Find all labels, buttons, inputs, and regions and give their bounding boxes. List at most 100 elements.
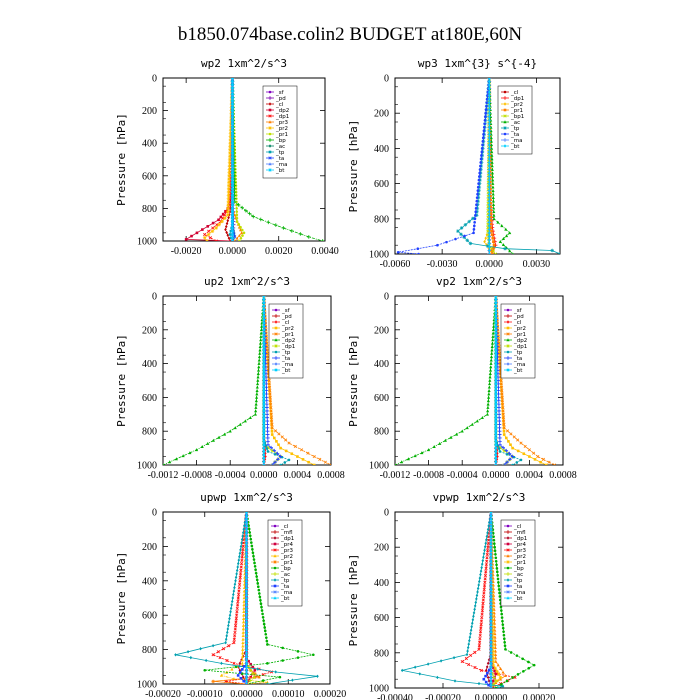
- series-point: [244, 544, 249, 548]
- series-point: [256, 368, 261, 372]
- series-point: [493, 666, 498, 671]
- y-tick-label: 1000: [137, 680, 157, 691]
- series-point: [244, 637, 249, 641]
- y-tick-label: 400: [142, 359, 157, 370]
- series-point: [487, 132, 491, 137]
- series-point: [206, 441, 210, 445]
- legend-label: _dp1: [281, 344, 295, 350]
- series-point: [494, 352, 498, 355]
- series-point: [459, 232, 463, 237]
- legend-label: _pr2: [513, 326, 526, 332]
- series-point: [290, 452, 294, 456]
- series-point: [254, 571, 258, 575]
- series-point: [494, 453, 498, 457]
- legend-marker: [506, 326, 510, 330]
- series-point: [238, 664, 241, 668]
- series-point: [230, 121, 235, 126]
- series-point: [470, 625, 473, 629]
- series-point: [494, 342, 498, 345]
- series-point: [266, 682, 269, 684]
- series-point: [244, 641, 249, 645]
- series-point: [230, 239, 235, 241]
- series-point: [466, 645, 470, 650]
- series-point: [262, 331, 266, 335]
- series-point: [494, 463, 498, 465]
- series-point: [481, 598, 485, 602]
- series-point: [487, 100, 491, 105]
- series-point: [500, 224, 504, 228]
- series-point: [267, 382, 271, 386]
- series-point: [491, 252, 494, 254]
- series-point: [491, 192, 495, 196]
- x-tick-label: -0.0012: [148, 470, 179, 481]
- series-point: [505, 460, 509, 465]
- series-point: [239, 565, 243, 569]
- legend-marker: [506, 344, 510, 348]
- legend-marker: [503, 120, 507, 124]
- series-point: [259, 602, 263, 605]
- legend-label: _pr1: [275, 132, 288, 138]
- legend-label: _pd: [275, 96, 286, 102]
- series-point: [226, 627, 230, 631]
- series-point: [230, 102, 235, 106]
- series-point: [484, 674, 487, 678]
- series-point: [487, 213, 491, 217]
- series-point: [501, 416, 506, 420]
- series-point: [163, 463, 164, 465]
- panel-title: vpwp 1xm^2/s^3: [433, 491, 526, 504]
- legend-marker: [268, 156, 272, 160]
- series-point: [240, 541, 243, 545]
- y-tick-label: 200: [142, 325, 157, 336]
- series-point: [484, 115, 487, 119]
- series-point: [490, 625, 495, 629]
- series-point: [281, 226, 286, 230]
- series-point: [255, 578, 259, 582]
- series-point: [472, 224, 476, 228]
- chart-panel: upwp 1xm^2/s^3 Pressure [hPa] 0 200 400 600 80…: [115, 491, 346, 700]
- series-point: [493, 621, 497, 625]
- legend-marker: [506, 308, 510, 312]
- series-point: [206, 225, 210, 228]
- series-point: [489, 668, 493, 672]
- series-point: [244, 620, 249, 624]
- series-point: [400, 668, 404, 673]
- plot-frame: [162, 77, 326, 242]
- series-point: [226, 183, 231, 188]
- series-point: [469, 653, 473, 658]
- y-tick-label: 0: [152, 508, 157, 519]
- series-point: [496, 663, 500, 667]
- series-point: [257, 365, 261, 369]
- series-point: [219, 673, 224, 677]
- series-point: [230, 138, 235, 142]
- x-tick-label: 0.0020: [265, 246, 293, 257]
- series-point: [467, 662, 471, 667]
- series-point: [224, 224, 228, 229]
- series-point: [320, 239, 325, 241]
- series-point: [487, 245, 491, 249]
- x-tick-label: 0.00000: [230, 689, 263, 700]
- series-point: [497, 422, 502, 427]
- legend-label: _pr1: [513, 560, 526, 566]
- series-point: [270, 419, 274, 423]
- legend-label: _ta: [281, 356, 290, 362]
- series-point: [487, 192, 491, 196]
- series-point: [262, 335, 266, 338]
- series-point: [494, 298, 498, 301]
- series-point: [244, 613, 249, 617]
- series-point: [473, 665, 477, 670]
- legend-label: _ac: [280, 572, 290, 578]
- series-point: [227, 620, 231, 624]
- series-point: [489, 513, 493, 517]
- series-point: [420, 451, 424, 455]
- legend-label: _dp1: [275, 114, 289, 120]
- series-point: [489, 520, 493, 524]
- series-point: [216, 650, 220, 654]
- series-point: [242, 589, 246, 593]
- series-point: [487, 93, 491, 98]
- series-point: [253, 668, 257, 672]
- series-point: [488, 375, 492, 379]
- series-point: [269, 405, 273, 410]
- series-point: [215, 223, 219, 227]
- y-tick-label: 400: [374, 359, 389, 370]
- series-point: [481, 601, 485, 606]
